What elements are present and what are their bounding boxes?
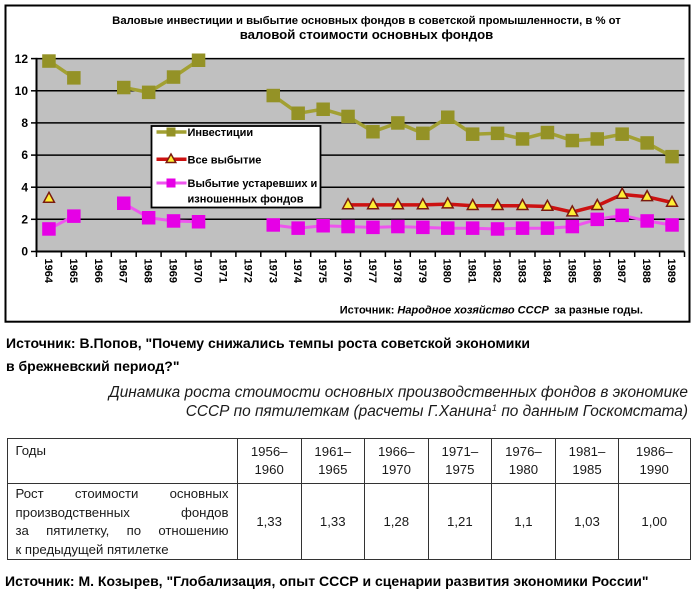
svg-text:1978: 1978 (391, 259, 403, 283)
svg-text:Инвестиции: Инвестиции (188, 127, 254, 139)
svg-text:1964: 1964 (42, 259, 54, 284)
svg-text:8: 8 (21, 116, 28, 130)
svg-text:1967: 1967 (117, 259, 129, 283)
svg-text:1972: 1972 (241, 259, 253, 283)
svg-text:валовой стоимости основных фон: валовой стоимости основных фондов (240, 27, 494, 42)
svg-text:6: 6 (21, 148, 28, 162)
svg-text:Все выбытие: Все выбытие (188, 154, 262, 166)
svg-text:1982: 1982 (491, 259, 503, 283)
svg-text:1988: 1988 (640, 259, 652, 283)
svg-text:1968: 1968 (142, 259, 154, 283)
svg-text:2: 2 (21, 213, 28, 227)
svg-text:Выбытие устаревших и: Выбытие устаревших и (188, 178, 318, 190)
svg-text:1976: 1976 (341, 259, 353, 283)
svg-text:1985: 1985 (565, 259, 577, 283)
svg-text:1973: 1973 (266, 259, 278, 283)
svg-text:Валовые инвестиции и выбытие о: Валовые инвестиции и выбытие основных фо… (112, 15, 621, 27)
svg-text:1986: 1986 (590, 259, 602, 283)
svg-text:1977: 1977 (366, 259, 378, 283)
svg-text:изношенных фондов: изношенных фондов (188, 193, 304, 205)
svg-text:1965: 1965 (67, 259, 79, 283)
svg-text:1970: 1970 (192, 259, 204, 283)
svg-text:1969: 1969 (167, 259, 179, 283)
svg-text:1966: 1966 (92, 259, 104, 283)
svg-text:1989: 1989 (665, 259, 677, 283)
svg-text:10: 10 (15, 84, 29, 98)
svg-text:Источник: Народное хозяйство С: Источник: Народное хозяйство СССР за раз… (340, 304, 643, 316)
svg-text:1980: 1980 (441, 259, 453, 283)
svg-text:1984: 1984 (540, 259, 552, 284)
svg-text:12: 12 (15, 52, 29, 66)
svg-text:1971: 1971 (216, 259, 228, 283)
svg-text:1987: 1987 (615, 259, 627, 283)
svg-text:0: 0 (21, 245, 28, 259)
svg-text:1975: 1975 (316, 259, 328, 283)
svg-text:1974: 1974 (291, 259, 303, 284)
svg-text:1983: 1983 (516, 259, 528, 283)
svg-text:4: 4 (21, 180, 28, 194)
svg-text:1981: 1981 (466, 259, 478, 283)
svg-text:1979: 1979 (416, 259, 428, 283)
